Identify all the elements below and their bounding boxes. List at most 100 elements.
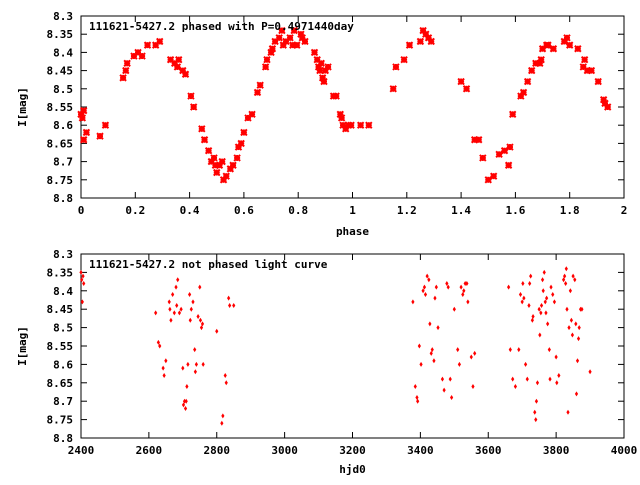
data-point [495,150,503,159]
data-point [565,306,569,312]
data-point [594,77,602,86]
data-point [504,161,513,169]
data-point [508,347,512,353]
data-point [189,306,193,312]
data-point [143,41,152,49]
data-point [568,288,572,294]
data-point [563,273,567,279]
x-axis-label: phase [336,225,369,238]
data-point [548,376,552,382]
data-point [200,321,205,327]
data-point [223,372,227,378]
data-point [198,125,206,133]
x-tick-label: 1.8 [560,204,580,217]
data-point [446,284,450,290]
y-tick-label: 8.35 [47,28,74,41]
y-tick-label: 8.55 [47,101,74,114]
x-tick-label: 3200 [339,444,366,457]
data-point [540,277,545,283]
y-tick-label: 8.45 [47,65,74,78]
data-point [320,77,328,86]
data-point [80,299,84,305]
data-point [183,406,188,412]
data-point [224,380,228,386]
data-point [167,299,171,305]
data-point [427,37,435,46]
data-point [187,92,195,100]
y-tick-label: 8.75 [47,174,74,187]
data-point [580,55,589,64]
data-point [544,41,552,49]
data-point [522,295,526,301]
data-point [156,339,160,345]
data-point [204,146,213,155]
data-point [181,70,190,78]
data-point [80,106,88,115]
data-point [588,369,592,375]
data-point [557,372,561,378]
x-tick-label: 0.6 [234,204,254,217]
data-point [571,273,575,279]
data-point [432,358,436,364]
data-point [182,398,187,404]
data-point [332,92,340,100]
data-point [543,299,547,305]
data-point [176,277,180,283]
y-tick-label: 8.75 [47,414,74,427]
data-point [188,291,192,297]
x-tick-label: 2 [621,204,628,217]
data-point [429,350,433,356]
data-point [164,358,168,364]
data-point [440,376,445,382]
data-point [317,59,325,68]
data-point [534,417,538,423]
data-point [465,280,469,286]
data-point [310,48,319,57]
data-point [517,347,521,353]
x-tick-label: 3600 [475,444,502,457]
data-point [539,310,543,316]
data-point [537,55,545,64]
data-point [573,277,577,283]
data-point [569,317,573,323]
data-point [545,295,549,301]
data-point [101,121,110,129]
data-point [549,45,558,53]
data-point [413,383,417,389]
data-point [579,63,587,71]
data-point [168,306,172,312]
data-point [535,380,540,386]
data-point [173,63,182,71]
data-point [577,325,581,331]
data-point [278,26,286,35]
x-tick-label: 4000 [611,444,638,457]
data-point [158,343,162,349]
data-point [520,299,524,305]
data-point [546,321,550,327]
data-point [193,347,197,353]
data-point [544,310,548,316]
data-point [574,45,582,53]
data-point [434,284,438,290]
data-point [463,280,467,286]
data-point [268,45,277,53]
data-point [561,277,566,283]
data-point [475,136,483,144]
data-point [518,291,523,297]
data-point [392,63,400,71]
data-point [554,354,558,360]
y-tick-label: 8.35 [47,266,74,279]
data-point [123,59,131,68]
y-tick-label: 8.8 [53,192,73,205]
data-point [523,77,532,86]
data-point [324,63,332,71]
y-tick-label: 8.7 [53,156,73,169]
data-point [232,303,236,309]
y-tick-label: 8.55 [47,340,74,353]
data-point [316,66,324,75]
data-point [436,325,440,331]
data-point [290,26,298,35]
data-point [119,74,127,82]
data-point [253,88,262,97]
